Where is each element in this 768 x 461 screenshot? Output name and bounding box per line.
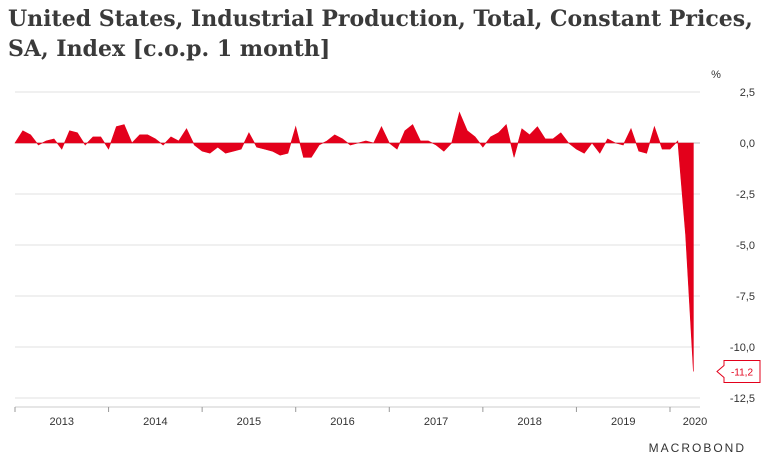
y-tick-label: -12,5 (730, 393, 755, 405)
y-tick-label: -2,5 (736, 189, 755, 201)
brand-logo: MACROBOND (648, 441, 746, 455)
chart-title: United States, Industrial Production, To… (8, 6, 753, 62)
x-tick-label: 2017 (424, 416, 448, 428)
series-area-path (14, 111, 694, 372)
x-tick-label: 2014 (143, 416, 167, 428)
callout-value: -11,2 (731, 367, 753, 378)
x-tick-label: 2013 (50, 416, 74, 428)
x-tick-label: 2018 (517, 416, 541, 428)
x-tick-label: 2020 (683, 416, 707, 428)
y-tick-label: -7,5 (736, 291, 755, 303)
x-axis: 2013 2014 2015 2016 2017 2018 2019 2020 (14, 406, 707, 428)
grid-lines (15, 91, 700, 399)
unit-label: % (711, 69, 721, 81)
last-value-callout: -11,2 (716, 359, 761, 383)
y-tick-label: -10,0 (730, 342, 755, 354)
y-tick-label: -5,0 (736, 240, 755, 252)
y-axis: 2,5 0,0 -2,5 -5,0 -7,5 -10,0 -12,5 (730, 87, 755, 405)
y-tick-label: 2,5 (740, 87, 755, 99)
y-tick-label: 0,0 (740, 138, 755, 150)
x-tick-label: 2019 (611, 416, 635, 428)
x-tick-label: 2015 (237, 416, 261, 428)
callout-box (716, 359, 761, 383)
x-tick-label: 2016 (330, 416, 354, 428)
series-area (14, 111, 694, 372)
